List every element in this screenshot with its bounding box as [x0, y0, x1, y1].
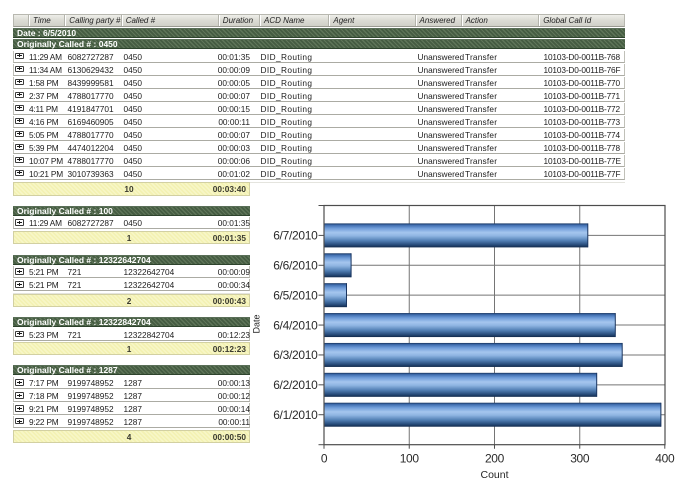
svg-text:6/5/2010: 6/5/2010 — [273, 288, 318, 302]
svg-text:6/1/2010: 6/1/2010 — [273, 408, 318, 422]
svg-text:6/2/2010: 6/2/2010 — [273, 378, 318, 392]
svg-text:100: 100 — [400, 452, 420, 466]
svg-text:6/3/2010: 6/3/2010 — [273, 348, 318, 362]
svg-text:300: 300 — [570, 452, 590, 466]
svg-text:400: 400 — [655, 452, 675, 466]
svg-text:Count: Count — [480, 469, 508, 481]
svg-text:0: 0 — [321, 452, 328, 466]
svg-text:200: 200 — [485, 452, 505, 466]
svg-text:6/7/2010: 6/7/2010 — [273, 229, 318, 243]
svg-text:Date: Date — [252, 314, 262, 333]
svg-text:6/4/2010: 6/4/2010 — [273, 318, 318, 332]
svg-text:6/6/2010: 6/6/2010 — [273, 258, 318, 272]
